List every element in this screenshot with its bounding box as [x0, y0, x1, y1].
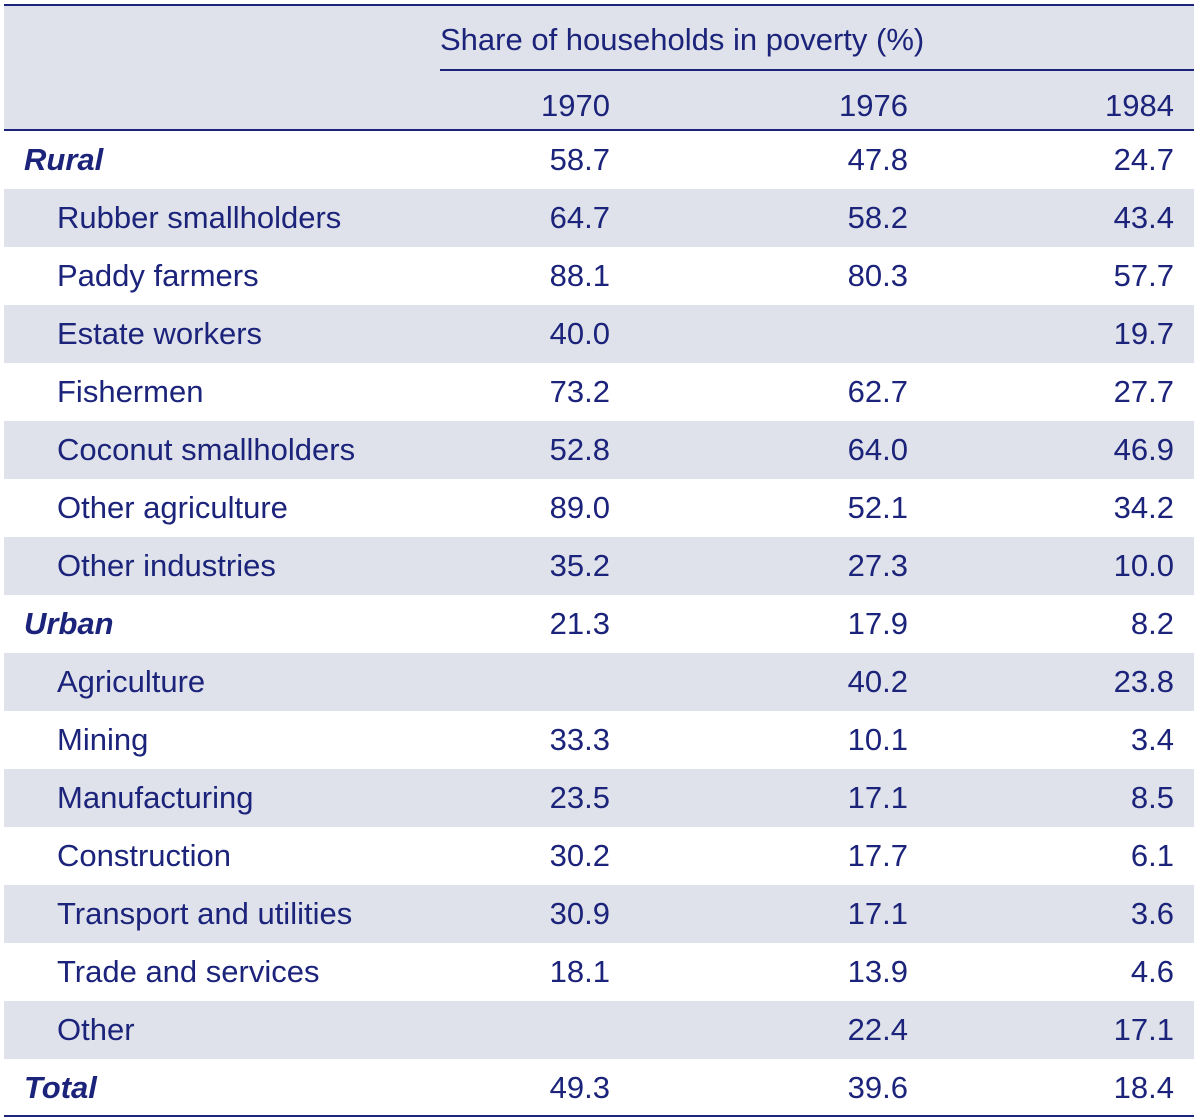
value-1984: 17.1: [1113, 1012, 1174, 1047]
row-label: Manufacturing: [57, 780, 254, 815]
row-label: Other industries: [57, 548, 276, 583]
table-group-row: Urban 21.3 17.9 8.2: [4, 595, 1194, 653]
value-1984: 4.6: [1130, 954, 1174, 989]
table-group-row: Rural 58.7 47.8 24.7: [4, 131, 1194, 189]
value-1976: 27.3: [847, 548, 908, 583]
table-row: Manufacturing 23.5 17.1 8.5: [4, 769, 1194, 827]
row-label: Coconut smallholders: [57, 432, 356, 467]
value-1976: 39.6: [847, 1070, 908, 1105]
table-header: Share of households in poverty (%) 1970 …: [4, 6, 1194, 129]
value-1984: 19.7: [1113, 316, 1174, 351]
header-bottom-rule: [4, 129, 1194, 131]
table-row: Other agriculture 89.0 52.1 34.2: [4, 479, 1194, 537]
value-1976: 47.8: [847, 142, 908, 177]
table-bottom-rule: [4, 1115, 1194, 1117]
column-header-1984: 1984: [1105, 88, 1174, 123]
value-1970: 35.2: [549, 548, 610, 583]
value-1984: 3.6: [1130, 896, 1174, 931]
column-group-header: Share of households in poverty (%): [440, 22, 925, 57]
value-1976: 10.1: [847, 722, 908, 757]
value-1976: 52.1: [847, 490, 908, 525]
table-row: Rubber smallholders 64.7 58.2 43.4: [4, 189, 1194, 247]
poverty-table: Share of households in poverty (%) 1970 …: [4, 4, 1194, 1117]
table-body: Rural 58.7 47.8 24.7 Rubber smallholders 64.7…: [4, 131, 1194, 1117]
row-label: Estate workers: [57, 316, 263, 351]
value-1976: 17.1: [847, 780, 908, 815]
row-group-label: Urban: [24, 606, 114, 641]
value-1970: 64.7: [549, 200, 610, 235]
column-header-1970: 1970: [541, 88, 610, 123]
value-1984: 3.4: [1130, 722, 1174, 757]
value-1970: 58.7: [549, 142, 610, 177]
table-row: Construction 30.2 17.7 6.1: [4, 827, 1194, 885]
row-label: Mining: [57, 722, 149, 757]
column-header-1976: 1976: [839, 88, 908, 123]
value-1976: 17.9: [847, 606, 908, 641]
value-1970: 89.0: [549, 490, 610, 525]
value-1984: 43.4: [1113, 200, 1174, 235]
value-1984: 57.7: [1113, 258, 1174, 293]
row-label: Construction: [57, 838, 232, 873]
row-label: Agriculture: [57, 664, 206, 699]
row-group-label: Rural: [24, 142, 104, 177]
table-row: Paddy farmers 88.1 80.3 57.7: [4, 247, 1194, 305]
table-group-row: Total 49.3 39.6 18.4: [4, 1059, 1194, 1117]
value-1984: 6.1: [1130, 838, 1174, 873]
table-top-rule: [4, 4, 1194, 6]
value-1976: 17.7: [847, 838, 908, 873]
value-1976: 58.2: [847, 200, 908, 235]
row-label: Rubber smallholders: [57, 200, 342, 235]
column-group-rule: [440, 69, 1194, 71]
value-1970: 49.3: [549, 1070, 610, 1105]
value-1970: 30.9: [549, 896, 610, 931]
table-row: Transport and utilities 30.9 17.1 3.6: [4, 885, 1194, 943]
value-1976: 80.3: [847, 258, 908, 293]
value-1970: 30.2: [549, 838, 610, 873]
value-1976: 64.0: [847, 432, 908, 467]
value-1970: 33.3: [549, 722, 610, 757]
value-1970: 21.3: [549, 606, 610, 641]
value-1970: 73.2: [549, 374, 610, 409]
value-1984: 8.2: [1130, 606, 1174, 641]
value-1984: 23.8: [1113, 664, 1174, 699]
row-label: Fishermen: [57, 374, 204, 409]
row-label: Other: [57, 1012, 135, 1047]
value-1984: 8.5: [1130, 780, 1174, 815]
value-1970: 23.5: [549, 780, 610, 815]
value-1984: 46.9: [1113, 432, 1174, 467]
table-row: Agriculture 40.2 23.8: [4, 653, 1194, 711]
row-label: Transport and utilities: [57, 896, 353, 931]
value-1970: 18.1: [549, 954, 610, 989]
row-group-label: Total: [24, 1070, 97, 1105]
value-1976: 62.7: [847, 374, 908, 409]
table-row: Fishermen 73.2 62.7 27.7: [4, 363, 1194, 421]
value-1976: 13.9: [847, 954, 908, 989]
value-1976: 40.2: [847, 664, 908, 699]
value-1984: 18.4: [1113, 1070, 1174, 1105]
table-row: Trade and services 18.1 13.9 4.6: [4, 943, 1194, 1001]
table-row: Other industries 35.2 27.3 10.0: [4, 537, 1194, 595]
value-1976: 22.4: [847, 1012, 908, 1047]
value-1970: 40.0: [549, 316, 610, 351]
value-1984: 27.7: [1113, 374, 1174, 409]
table-row: Estate workers 40.0 19.7: [4, 305, 1194, 363]
value-1984: 10.0: [1113, 548, 1174, 583]
table-row: Coconut smallholders 52.8 64.0 46.9: [4, 421, 1194, 479]
value-1970: 52.8: [549, 432, 610, 467]
row-label: Other agriculture: [57, 490, 288, 525]
value-1984: 34.2: [1113, 490, 1174, 525]
table-row: Other 22.4 17.1: [4, 1001, 1194, 1059]
value-1984: 24.7: [1113, 142, 1174, 177]
row-label: Trade and services: [57, 954, 320, 989]
value-1970: 88.1: [549, 258, 610, 293]
row-label: Paddy farmers: [57, 258, 259, 293]
table-row: Mining 33.3 10.1 3.4: [4, 711, 1194, 769]
value-1976: 17.1: [847, 896, 908, 931]
